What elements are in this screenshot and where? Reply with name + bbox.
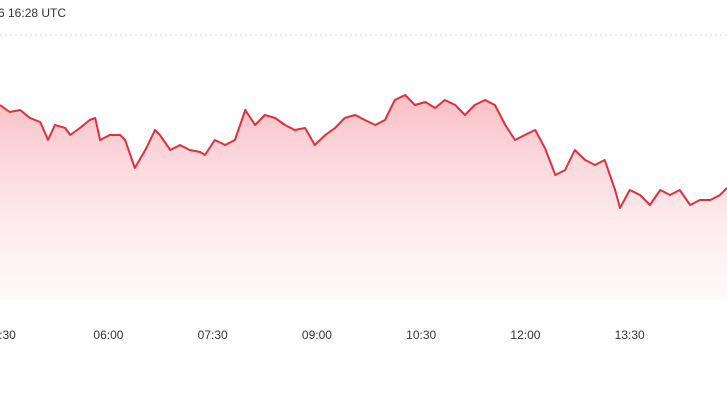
x-tick-label: 07:30 [198,328,228,342]
x-tick-label: 09:00 [302,328,332,342]
chart-title: 6 16:28 UTC [0,6,66,20]
line [0,94,727,209]
x-tick-label: 3:30 [0,328,16,342]
x-tick-label: 12:00 [510,328,540,342]
x-tick-label: 06:00 [93,328,123,342]
x-tick-label: 13:30 [615,328,645,342]
x-tick-label: 10:30 [406,328,436,342]
